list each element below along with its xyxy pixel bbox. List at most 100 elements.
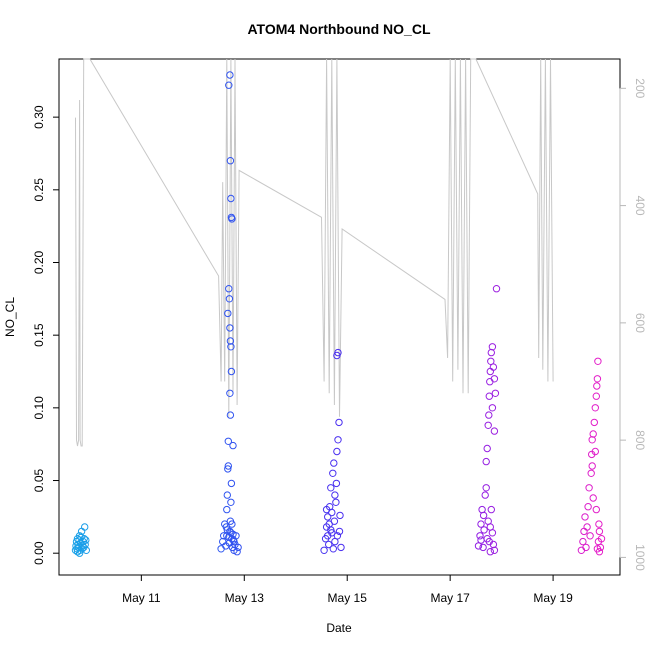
data-point <box>325 540 333 549</box>
x-tick-label: May 13 <box>225 591 265 605</box>
data-point <box>490 546 499 554</box>
data-point <box>595 520 603 528</box>
x-axis-label: Date <box>326 621 352 635</box>
data-point <box>583 523 591 531</box>
y-axis-label: NO_CL <box>3 297 17 337</box>
y-tick-label: 0.10 <box>32 396 46 420</box>
data-point <box>589 430 597 438</box>
data-point <box>227 343 235 351</box>
data-point <box>335 527 344 536</box>
y2-tick-label: 200 <box>633 78 647 98</box>
data-point <box>490 427 499 435</box>
data-point <box>226 157 235 165</box>
data-point <box>335 418 343 427</box>
data-point <box>227 529 235 537</box>
data-point <box>327 484 335 492</box>
data-point <box>330 459 338 467</box>
data-point <box>75 549 84 557</box>
data-point <box>224 465 232 473</box>
data-point <box>82 536 90 544</box>
data-point <box>485 411 493 419</box>
data-point <box>477 520 485 528</box>
y2-tick-label: 600 <box>633 313 647 333</box>
data-point <box>582 543 590 552</box>
data-point <box>320 546 328 554</box>
data-point <box>584 503 592 511</box>
data-point <box>226 389 234 397</box>
data-point <box>226 324 234 332</box>
data-point <box>594 357 602 365</box>
data-point <box>577 546 586 554</box>
data-point <box>333 447 341 456</box>
data-point <box>581 513 589 521</box>
y-tick-label: 0.05 <box>32 469 46 493</box>
data-point <box>486 378 494 386</box>
data-point <box>228 215 236 223</box>
data-point <box>81 523 89 531</box>
data-point <box>484 421 492 429</box>
chart-title: ATOM4 Northbound NO_CL <box>247 21 430 37</box>
data-point <box>233 548 241 556</box>
data-point <box>333 532 342 540</box>
data-point <box>486 548 494 556</box>
y-tick-label: 0.20 <box>32 250 46 274</box>
data-point <box>488 404 497 412</box>
data-point <box>589 494 597 502</box>
data-point <box>591 404 599 412</box>
data-point <box>586 532 594 540</box>
data-point <box>488 343 497 351</box>
data-point <box>224 437 233 445</box>
data-point <box>588 462 596 470</box>
data-point <box>227 367 236 376</box>
data-point <box>592 505 600 514</box>
y-axis: 0.00 0.05 0.10 0.15 0.20 0.25 0.30 <box>32 105 60 565</box>
data-point <box>477 536 485 544</box>
data-point <box>480 526 488 534</box>
data-point <box>327 526 335 534</box>
data-point <box>490 375 499 383</box>
data-point <box>82 546 91 554</box>
data-point <box>223 491 232 499</box>
x-tick-label: May 15 <box>328 591 368 605</box>
data-point <box>479 511 488 520</box>
data-point <box>489 363 498 371</box>
data-point <box>486 367 494 376</box>
data-point <box>227 194 235 203</box>
data-point <box>227 498 235 506</box>
data-point <box>595 527 604 536</box>
data-point <box>591 447 599 456</box>
data-point <box>479 543 487 552</box>
data-point <box>593 375 602 383</box>
secondary-y-axis: 200 400 600 800 1000 <box>619 78 647 571</box>
data-point <box>597 535 606 543</box>
data-point <box>224 462 233 470</box>
data-point <box>230 537 238 546</box>
data-point <box>592 392 600 400</box>
data-point <box>336 511 344 520</box>
data-point <box>228 520 236 528</box>
data-point <box>225 295 234 303</box>
data-point <box>587 469 595 477</box>
data-point <box>217 545 225 553</box>
data-points <box>71 71 606 557</box>
data-point <box>225 81 233 89</box>
y2-tick-label: 1000 <box>633 544 647 571</box>
data-point <box>487 348 495 357</box>
y-tick-label: 0.25 <box>32 178 46 202</box>
y-tick-label: 0.30 <box>32 105 46 129</box>
data-point <box>225 285 233 293</box>
data-point <box>580 527 588 536</box>
x-tick-label: May 11 <box>122 591 161 605</box>
data-point <box>585 484 593 492</box>
data-point <box>492 285 501 293</box>
data-point <box>332 498 340 506</box>
x-axis: May 11 May 13 May 15 May 17 May 19 <box>122 574 573 605</box>
y-tick-label: 0.15 <box>32 323 46 347</box>
data-point <box>227 479 236 488</box>
data-point <box>481 491 489 499</box>
data-point <box>226 411 235 419</box>
data-point <box>229 441 237 450</box>
data-point <box>220 532 228 540</box>
data-point <box>487 505 495 514</box>
